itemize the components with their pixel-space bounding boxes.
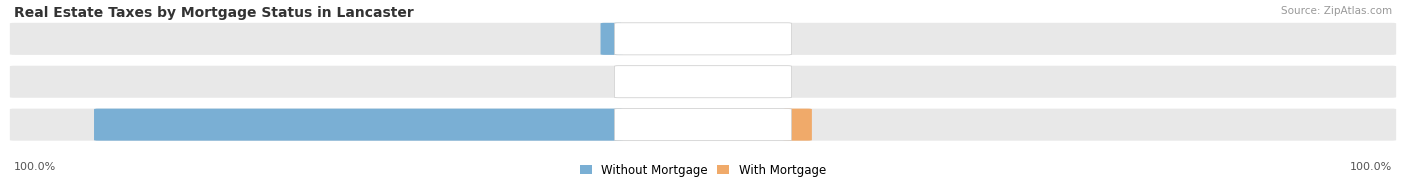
Text: 0.0%: 0.0% [576, 77, 605, 87]
Text: Less than $800: Less than $800 [661, 34, 745, 44]
Text: 100.0%: 100.0% [1350, 162, 1392, 172]
Text: 97.4%: 97.4% [110, 120, 149, 130]
Legend: Without Mortgage, With Mortgage: Without Mortgage, With Mortgage [575, 159, 831, 181]
Text: Real Estate Taxes by Mortgage Status in Lancaster: Real Estate Taxes by Mortgage Status in … [14, 6, 413, 20]
Text: 2.6%: 2.6% [616, 34, 647, 44]
Text: $800 to $1,499: $800 to $1,499 [671, 75, 735, 88]
Text: 100.0%: 100.0% [14, 162, 56, 172]
Text: Source: ZipAtlas.com: Source: ZipAtlas.com [1281, 6, 1392, 16]
Text: $800 to $1,499: $800 to $1,499 [671, 118, 735, 131]
Text: 0.0%: 0.0% [801, 77, 830, 87]
Text: 3.8%: 3.8% [818, 120, 848, 130]
Text: 0.0%: 0.0% [801, 34, 830, 44]
